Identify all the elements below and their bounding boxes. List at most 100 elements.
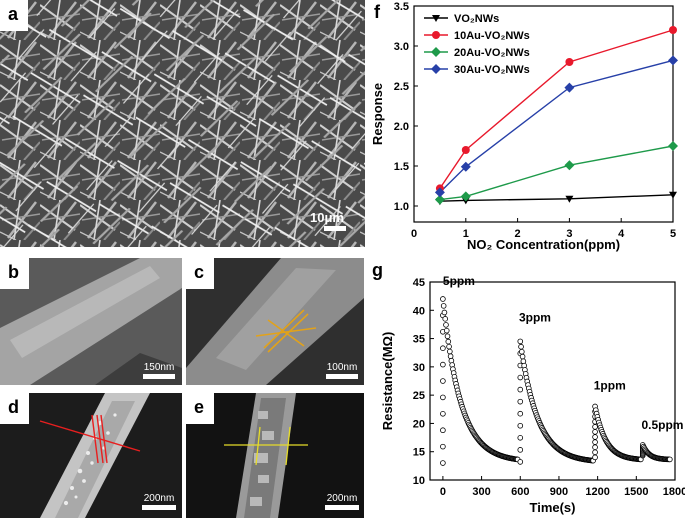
data-point <box>564 160 575 171</box>
y-tick-label: 3.0 <box>394 41 409 53</box>
data-point <box>517 398 524 405</box>
legend-marker <box>432 15 440 22</box>
y-tick-label: 1.0 <box>394 201 409 213</box>
y-tick-label: 45 <box>413 277 425 289</box>
data-point <box>517 410 524 417</box>
data-point <box>460 161 471 172</box>
x-tick-label: 2 <box>515 228 521 240</box>
scale-bar-line <box>326 374 358 379</box>
sem-image-nanowires <box>0 0 365 247</box>
scale-bar-label: 200nm <box>143 493 175 504</box>
series-line <box>439 59 674 193</box>
scale-bar-c: 100nm <box>326 362 358 379</box>
pulse-annotation: 5ppm <box>443 274 475 288</box>
x-tick-label: 1800 <box>663 486 685 498</box>
data-point <box>564 82 575 93</box>
data-point <box>441 309 448 316</box>
data-point <box>517 447 524 453</box>
panel-label-f: f <box>374 2 381 22</box>
y-tick-label: 30 <box>413 362 425 374</box>
data-point <box>592 449 598 456</box>
data-point <box>668 141 678 151</box>
x-tick-label: 3 <box>566 228 572 240</box>
scale-bar-label: 200nm <box>326 493 358 504</box>
series-line <box>439 145 674 201</box>
data-point <box>517 434 524 441</box>
legend-marker <box>431 64 441 74</box>
x-tick-label: 0 <box>411 228 417 240</box>
legend-label: 10Au-VO₂NWs <box>454 30 530 42</box>
x-tick-label: 5 <box>670 228 676 240</box>
data-point <box>446 343 452 350</box>
plot-frame <box>413 5 674 223</box>
data-point <box>517 386 524 393</box>
data-point <box>434 194 445 205</box>
data-point <box>444 333 451 340</box>
sem-panel-b: b 150nm <box>0 258 182 385</box>
x-tick-label: 1200 <box>585 486 609 498</box>
x-axis-label: Time(s) <box>530 500 576 515</box>
data-point <box>517 374 524 381</box>
panel-label-b: b <box>0 258 29 289</box>
data-point <box>565 58 574 66</box>
data-point <box>434 187 445 198</box>
data-point <box>440 394 446 401</box>
sem-image-single-wire-c <box>186 258 364 385</box>
series-line <box>439 194 674 202</box>
data-point <box>443 322 449 328</box>
chart-g-resistance-vs-time: g 0 300 600 900 1200 1500 1800 10 15 20 25 30 35 40 45… <box>372 260 685 515</box>
data-point <box>440 378 446 384</box>
data-point <box>518 343 524 350</box>
data-point <box>447 348 453 355</box>
x-tick-label: 4 <box>618 228 625 240</box>
x-tick-label: 300 <box>472 486 490 498</box>
sem-panel-c: c 100nm <box>186 258 364 385</box>
panel-label-a: a <box>0 0 29 31</box>
data-point <box>592 454 598 461</box>
data-point <box>445 338 452 345</box>
scale-bar-d: 200nm <box>142 493 176 510</box>
chart-f-response-vs-concentration: f 0 1 2 3 4 5 1.0 1.5 2.0 2.5 3.0 3.5 VO₂NWs 10Au-VO… <box>370 1 678 252</box>
data-point <box>440 411 446 417</box>
y-tick-label: 15 <box>413 447 425 459</box>
data-point <box>442 316 449 322</box>
data-point <box>440 427 446 434</box>
data-point <box>440 361 446 368</box>
y-tick-label: 2.0 <box>394 121 409 133</box>
series-line <box>439 29 674 189</box>
scale-bar-line <box>325 505 359 510</box>
scale-bar-a: 10μm <box>310 210 358 231</box>
legend-marker <box>431 47 441 57</box>
pulse-annotation: 3ppm <box>519 311 551 325</box>
data-point <box>592 444 598 450</box>
panel-label-e: e <box>186 393 215 424</box>
data-point <box>669 191 677 199</box>
plot-frame <box>429 281 676 481</box>
data-point <box>592 429 598 435</box>
data-point <box>592 434 598 440</box>
sem-image-au-decorated-wire-d <box>0 393 182 518</box>
data-point <box>592 424 598 430</box>
sem-panel-d: d 200nm <box>0 393 182 518</box>
data-point <box>517 422 524 429</box>
scale-bar-line <box>143 374 175 379</box>
data-point <box>440 296 446 302</box>
data-point <box>461 146 470 154</box>
sem-panel-a: a 10μm <box>0 0 365 247</box>
data-point <box>519 348 525 355</box>
scale-bar-line <box>324 226 346 231</box>
scale-bar-label: 150nm <box>143 362 175 373</box>
x-axis-label: NO₂ Concentration(ppm) <box>467 237 620 252</box>
legend-marker <box>432 31 440 39</box>
data-point <box>519 353 526 360</box>
panel-label-g: g <box>372 260 383 280</box>
panel-label-d: d <box>0 393 29 424</box>
y-axis-label: Response <box>370 83 385 145</box>
y-tick-label: 10 <box>413 475 425 487</box>
data-point <box>440 460 446 466</box>
x-tick-label: 1 <box>463 228 469 240</box>
y-tick-label: 35 <box>413 334 425 346</box>
y-tick-label: 25 <box>413 390 425 402</box>
y-axis-label: Resistance(MΩ) <box>380 332 395 431</box>
data-point <box>668 55 678 66</box>
